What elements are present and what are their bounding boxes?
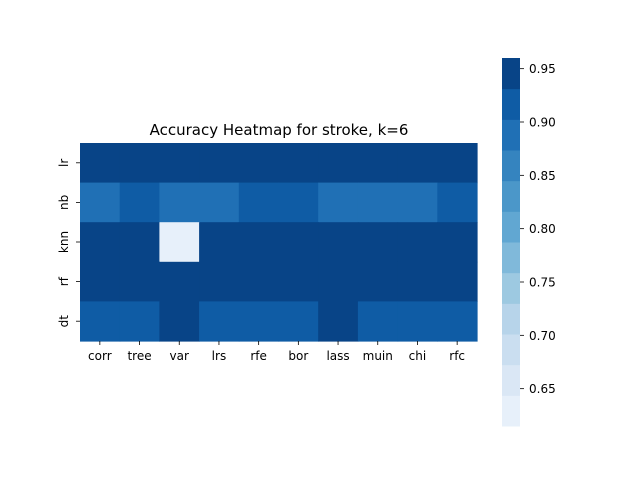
- heatmap-cell-lr-chi: [397, 143, 438, 184]
- x-tick-label: corr: [88, 349, 112, 363]
- colorbar-bin: [502, 303, 520, 335]
- y-tick-label: knn: [57, 231, 71, 253]
- heatmap-cell-lr-rfe: [238, 143, 280, 184]
- colorbar-tick-label: 0.80: [529, 222, 556, 236]
- heatmap-cell-lr-var: [159, 143, 200, 184]
- heatmap-cell-dt-rfc: [437, 301, 478, 342]
- colorbar-bin: [502, 119, 520, 151]
- x-tick-label: tree: [127, 349, 151, 363]
- heatmap-cell-rf-bor: [278, 261, 319, 302]
- colorbar-bin: [502, 242, 520, 274]
- heatmap-cell-lr-lrs: [199, 143, 240, 184]
- y-axis-tick-labels: lr nb knn rf dt: [57, 159, 80, 328]
- heatmap-cell-nb-corr: [80, 182, 121, 223]
- heatmap-cell-rf-var: [159, 261, 200, 302]
- colorbar-tick-label: 0.65: [529, 382, 556, 396]
- heatmap-cell-knn-bor: [278, 222, 319, 263]
- heatmap-cell-rf-chi: [397, 261, 438, 302]
- colorbar-bin: [502, 180, 520, 212]
- x-tick-label: lrs: [212, 349, 227, 363]
- colorbar-bin: [502, 211, 520, 243]
- x-tick-label: bor: [288, 349, 308, 363]
- colorbar-tick-label: 0.90: [529, 116, 556, 130]
- colorbar-bin: [502, 150, 520, 182]
- heatmap-cell-dt-chi: [397, 301, 438, 342]
- colorbar-tick-label: 0.70: [529, 329, 556, 343]
- x-tick-label: rfc: [449, 349, 465, 363]
- heatmap-cell-rf-tree: [119, 261, 160, 302]
- heatmap-cell-rf-lrs: [199, 261, 240, 302]
- y-tick-label: rf: [57, 276, 71, 286]
- colorbar: [502, 58, 520, 427]
- heatmap-cell-rf-corr: [80, 261, 121, 302]
- heatmap-cell-dt-lrs: [199, 301, 240, 342]
- heatmap-cell-nb-var: [159, 182, 200, 223]
- x-axis-tick-labels: corr tree var lrs rfe bor lass muin chi rfc: [88, 341, 465, 363]
- heatmap-cell-nb-chi: [397, 182, 438, 223]
- colorbar-tick-label: 0.85: [529, 169, 556, 183]
- heatmap-cell-dt-tree: [119, 301, 160, 342]
- heatmap-cell-rf-rfc: [437, 261, 478, 302]
- chart-title: Accuracy Heatmap for stroke, k=6: [150, 121, 409, 139]
- heatmap-cell-knn-var: [159, 222, 200, 263]
- heatmap-cell-nb-bor: [278, 182, 319, 223]
- x-tick-label: lass: [326, 349, 349, 363]
- heatmap-cell-lr-rfc: [437, 143, 478, 184]
- colorbar-bin: [502, 88, 520, 120]
- heatmap-cell-rf-lass: [318, 261, 359, 302]
- heatmap-cell-knn-rfe: [238, 222, 280, 263]
- colorbar-tick-label: 0.95: [529, 62, 556, 76]
- heatmap-cell-nb-tree: [119, 182, 160, 223]
- heatmap-cell-dt-bor: [278, 301, 319, 342]
- heatmap-cell-dt-lass: [318, 301, 359, 342]
- heatmap-cell-dt-rfe: [238, 301, 280, 342]
- y-tick-label: dt: [57, 315, 71, 328]
- heatmap-grid: [80, 143, 478, 342]
- heatmap-cell-lr-muin: [357, 143, 399, 184]
- colorbar-bin: [502, 58, 520, 90]
- heatmap-cell-lr-bor: [278, 143, 319, 184]
- heatmap-cell-knn-chi: [397, 222, 438, 263]
- heatmap-cell-dt-muin: [357, 301, 399, 342]
- heatmap-cell-rf-rfe: [238, 261, 280, 302]
- heatmap-cell-nb-lrs: [199, 182, 240, 223]
- x-tick-label: muin: [363, 349, 393, 363]
- x-tick-label: var: [170, 349, 189, 363]
- heatmap-cell-knn-corr: [80, 222, 121, 263]
- x-tick-label: rfe: [250, 349, 267, 363]
- heatmap-cell-knn-rfc: [437, 222, 478, 263]
- colorbar-bin: [502, 395, 520, 427]
- heatmap-cell-dt-var: [159, 301, 200, 342]
- heatmap-cell-nb-muin: [357, 182, 399, 223]
- heatmap-cell-knn-tree: [119, 222, 160, 263]
- colorbar-bin: [502, 334, 520, 366]
- x-tick-label: chi: [409, 349, 427, 363]
- heatmap-cell-nb-lass: [318, 182, 359, 223]
- heatmap-cell-lr-lass: [318, 143, 359, 184]
- colorbar-tick-label: 0.75: [529, 276, 556, 290]
- heatmap-cell-lr-tree: [119, 143, 160, 184]
- y-tick-label: lr: [57, 159, 71, 167]
- heatmap-cell-rf-muin: [357, 261, 399, 302]
- heatmap-cell-knn-lrs: [199, 222, 240, 263]
- heatmap-cell-knn-lass: [318, 222, 359, 263]
- y-tick-label: nb: [57, 195, 71, 210]
- heatmap-cell-knn-muin: [357, 222, 399, 263]
- heatmap-cell-dt-corr: [80, 301, 121, 342]
- heatmap-cell-lr-corr: [80, 143, 121, 184]
- heatmap-cell-nb-rfe: [238, 182, 280, 223]
- colorbar-tick-labels: 0.65 0.70 0.75 0.80 0.85 0.90 0.95: [520, 62, 556, 396]
- heatmap-cell-nb-rfc: [437, 182, 478, 223]
- colorbar-bin: [502, 364, 520, 396]
- colorbar-bin: [502, 272, 520, 304]
